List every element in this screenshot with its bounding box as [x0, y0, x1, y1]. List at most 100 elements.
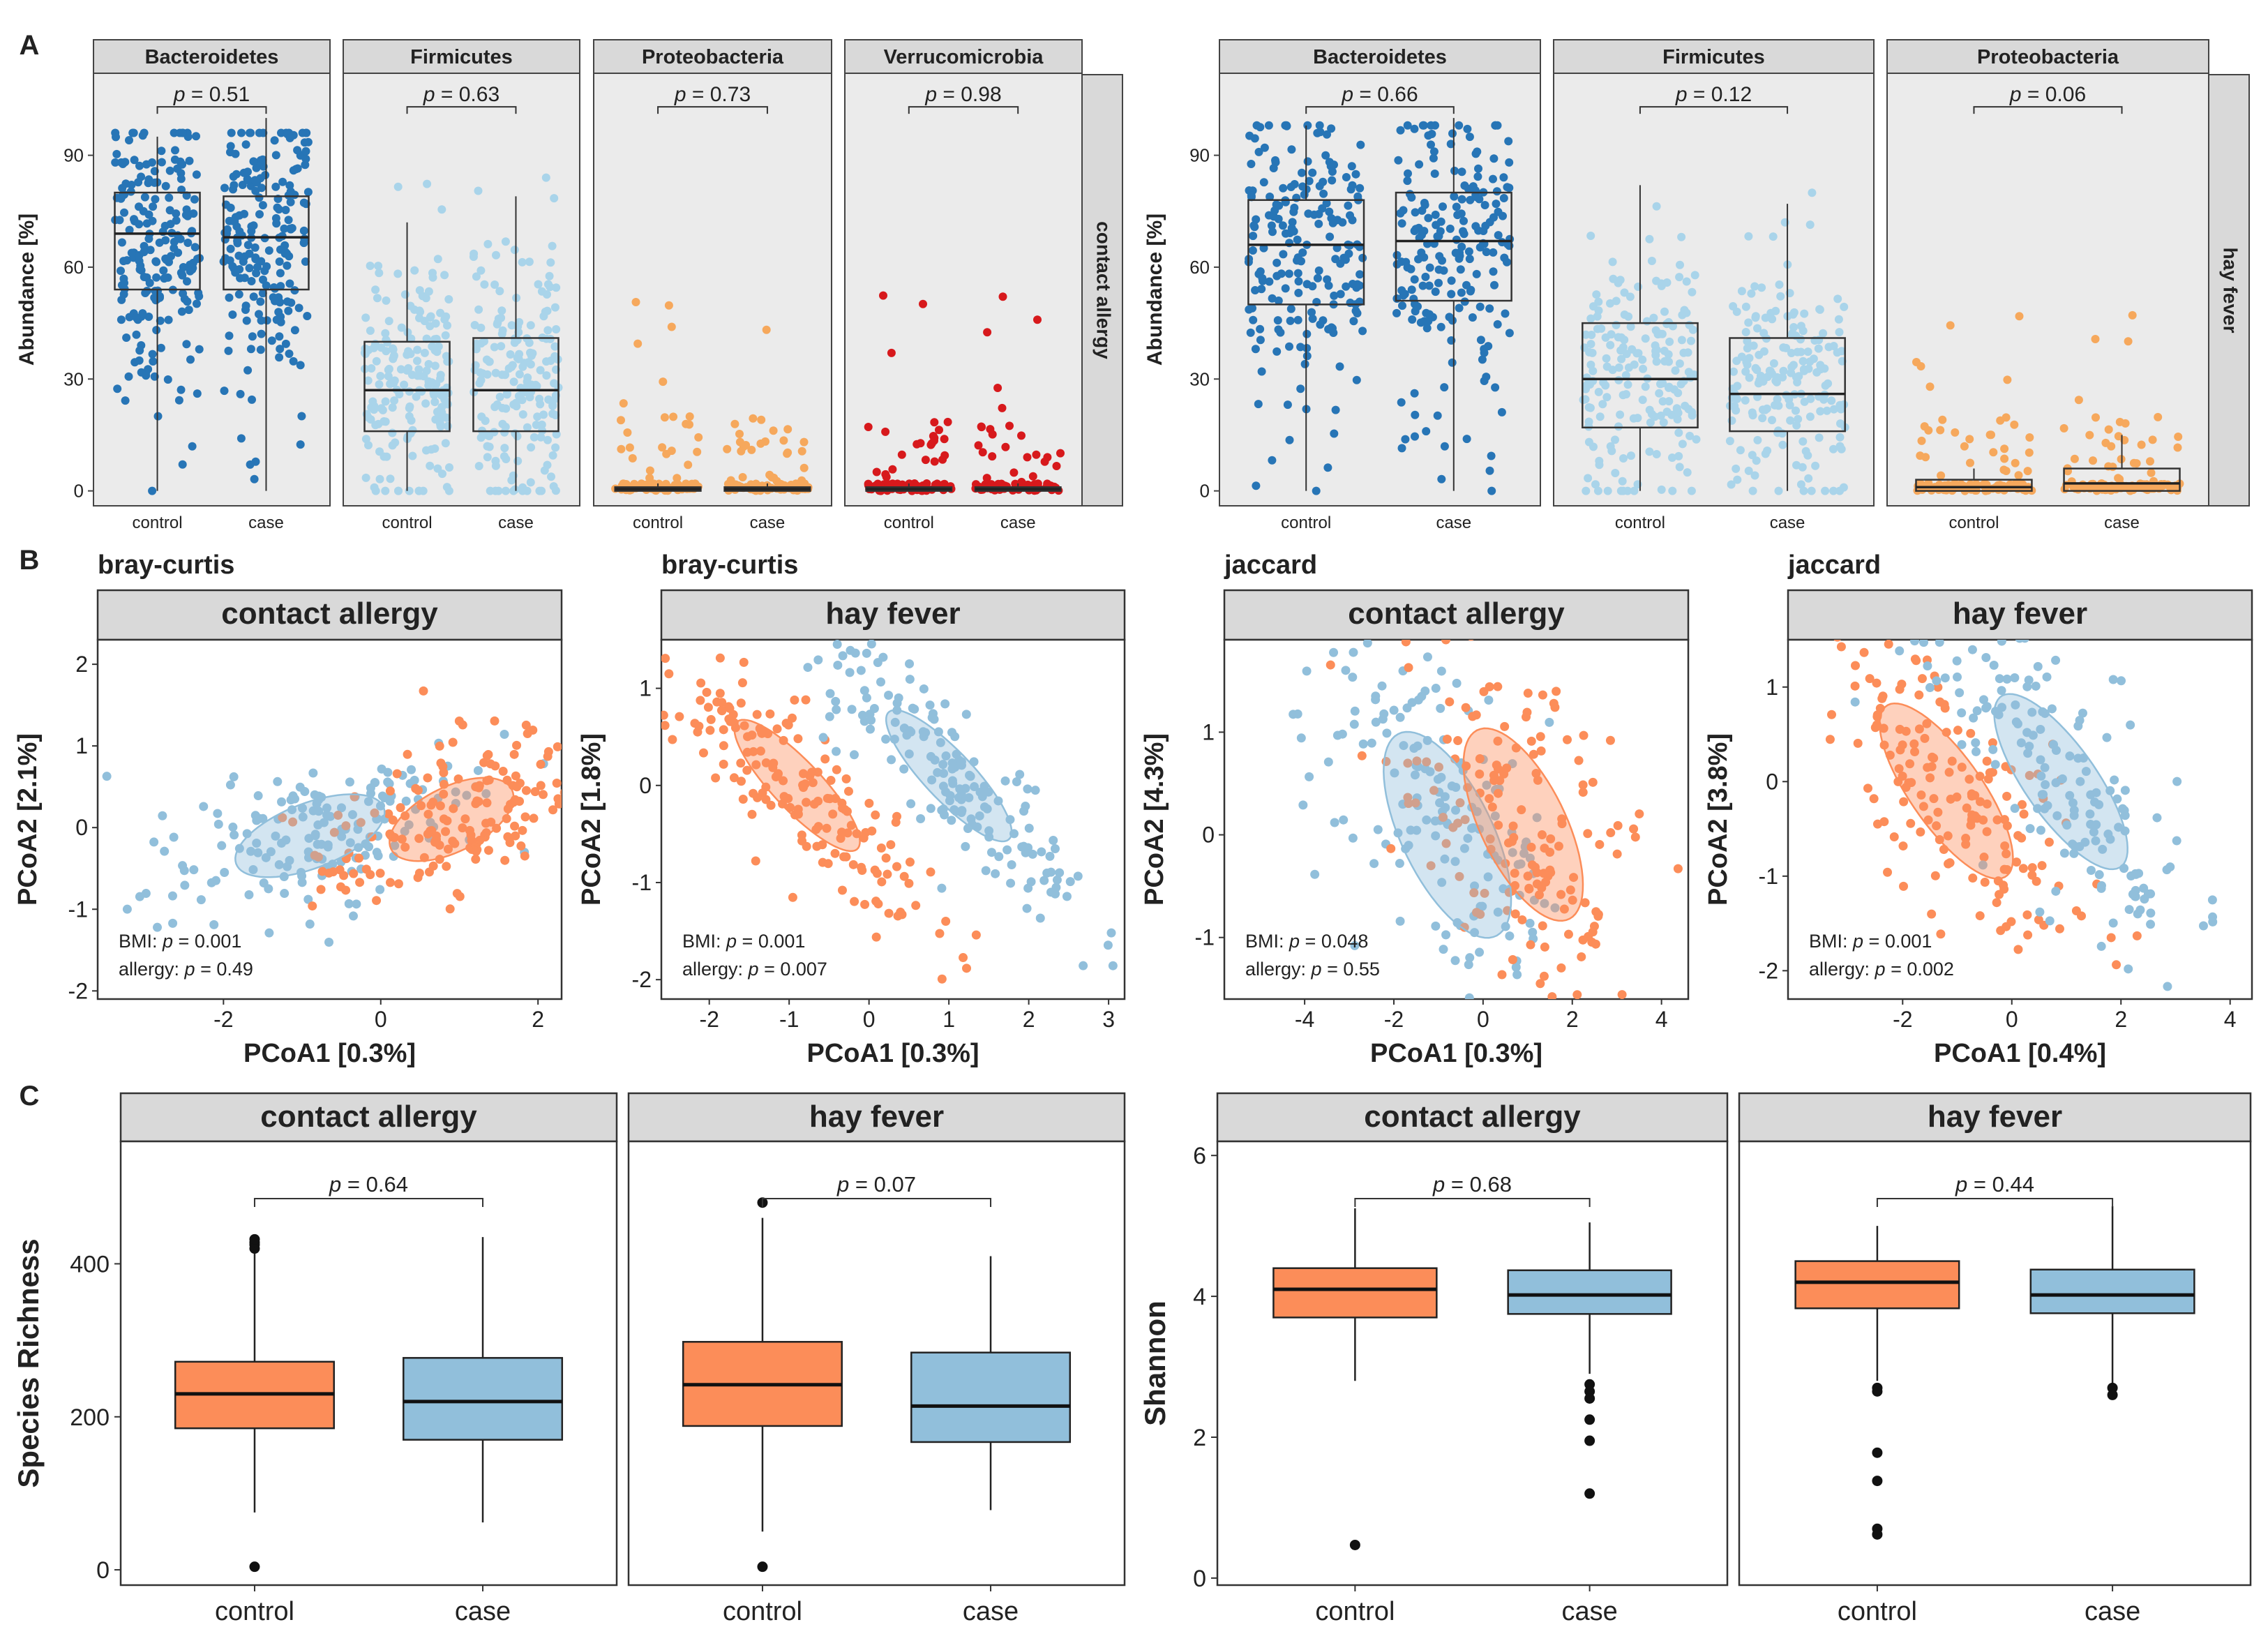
- ordination-point: [2094, 870, 2104, 880]
- ordination-point: [264, 928, 274, 938]
- data-point: [1657, 485, 1666, 494]
- data-point: [1602, 354, 1611, 363]
- p-value: p = 0.63: [423, 83, 500, 106]
- data-point: [1456, 265, 1465, 274]
- ordination-point: [905, 659, 915, 668]
- data-point: [243, 366, 253, 375]
- data-point: [135, 202, 143, 211]
- y-tick-label: 0: [1766, 769, 1778, 794]
- ordination-point: [2022, 910, 2032, 920]
- data-point: [281, 248, 290, 257]
- data-point: [249, 292, 258, 301]
- y-tick-label: 0: [1193, 1566, 1206, 1592]
- ordination-point: [1411, 798, 1420, 808]
- ordination-point: [1484, 695, 1494, 705]
- ordination-point: [1329, 647, 1339, 657]
- ordination-point: [2126, 720, 2135, 730]
- data-point: [433, 347, 442, 357]
- data-point: [1408, 315, 1417, 324]
- ordination-point: [1955, 688, 1965, 698]
- ordination-point: [1386, 843, 1396, 853]
- data-point: [1487, 451, 1496, 460]
- ordination-point: [1895, 745, 1905, 755]
- ordination-point: [849, 750, 859, 760]
- data-point: [117, 315, 126, 324]
- ordination-point: [316, 885, 326, 894]
- data-point: [178, 271, 187, 280]
- ordination-point: [1979, 853, 1989, 862]
- outlier-point: [2107, 1389, 2118, 1400]
- ordination-point: [303, 894, 313, 904]
- data-point: [737, 447, 746, 456]
- data-point: [427, 445, 436, 454]
- ordination-point: [1953, 726, 1962, 735]
- data-point: [940, 435, 949, 444]
- ordination-point: [1583, 829, 1593, 839]
- x-tick-label: 0: [375, 1007, 387, 1032]
- ordination-point: [1007, 860, 1016, 869]
- data-point: [374, 262, 383, 271]
- ordination-point: [904, 878, 914, 888]
- data-point: [546, 334, 555, 343]
- data-point: [259, 128, 268, 137]
- data-point: [1404, 169, 1412, 178]
- data-point: [888, 465, 897, 474]
- data-point: [1821, 486, 1830, 495]
- data-point: [772, 477, 781, 486]
- confidence-ellipse: [885, 709, 1013, 843]
- data-point: [303, 188, 313, 197]
- box: [363, 340, 451, 433]
- data-point: [2129, 458, 2138, 467]
- data-point: [1305, 177, 1314, 186]
- ordination-point: [1062, 892, 1072, 901]
- data-point: [1658, 397, 1667, 406]
- ordination-point: [1909, 739, 1919, 749]
- ordination-point: [1404, 663, 1413, 673]
- ordination-point: [529, 813, 539, 823]
- data-point: [1248, 303, 1256, 313]
- data-point: [1294, 288, 1303, 297]
- ordination-point: [986, 848, 996, 857]
- significance-bracket: [1354, 1198, 1591, 1207]
- ordination-point: [229, 772, 239, 781]
- ordination-point: [1050, 844, 1060, 854]
- ordination-point: [324, 868, 333, 878]
- ordination-point: [1437, 878, 1447, 887]
- data-point: [148, 350, 157, 359]
- data-point: [1634, 283, 1643, 291]
- ordination-point: [228, 823, 238, 832]
- data-point: [264, 246, 273, 255]
- data-point: [1296, 256, 1305, 265]
- ordination-point: [781, 719, 791, 728]
- data-point: [747, 445, 756, 454]
- data-point: [2128, 310, 2137, 320]
- data-point: [1499, 211, 1507, 220]
- ordination-point: [2132, 931, 2142, 940]
- ordination-point: [715, 689, 725, 698]
- ordination-point: [483, 846, 493, 855]
- ordination-point: [698, 748, 708, 758]
- ordination-point: [876, 677, 886, 687]
- data-point: [1674, 389, 1683, 398]
- data-point: [389, 345, 398, 354]
- data-point: [164, 315, 173, 324]
- y-axis-label: PCoA2 [1.8%]: [577, 733, 606, 906]
- ordination-point: [1447, 559, 1456, 568]
- data-point: [930, 418, 939, 427]
- ordination-point: [462, 790, 472, 800]
- data-point: [249, 221, 258, 230]
- data-point: [1472, 193, 1481, 202]
- data-point: [474, 186, 483, 195]
- data-point: [978, 448, 987, 457]
- ordination-point: [1952, 656, 1962, 666]
- data-point: [930, 433, 939, 442]
- data-point: [299, 226, 308, 235]
- ordination-point: [2024, 675, 2034, 685]
- data-point: [1314, 219, 1323, 228]
- data-point: [1425, 263, 1434, 272]
- data-point: [271, 284, 279, 293]
- x-tick-label: 2: [532, 1007, 544, 1032]
- data-point: [1584, 437, 1593, 447]
- ordination-point: [1978, 860, 1988, 870]
- data-point: [1786, 416, 1795, 425]
